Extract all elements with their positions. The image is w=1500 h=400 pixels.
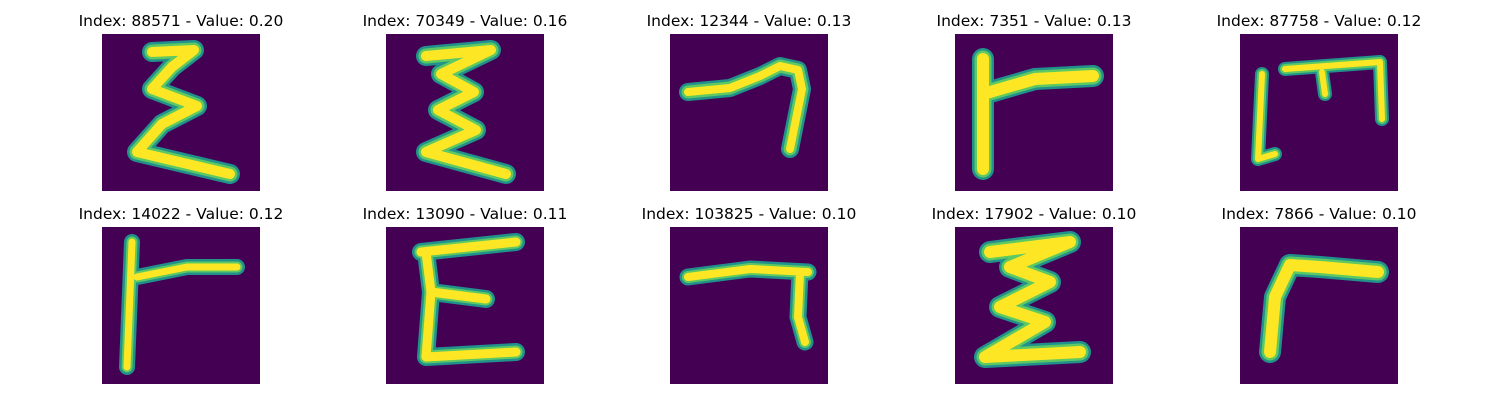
digit-image: [102, 227, 260, 384]
glyph-sigma-shape: [127, 40, 240, 184]
panel-title: Index: 87758 - Value: 0.12: [1216, 12, 1422, 30]
panel-title: Index: 12344 - Value: 0.13: [646, 12, 852, 30]
panel-title: Index: 88571 - Value: 0.20: [78, 12, 284, 30]
glyph-sigma-shape: [416, 40, 516, 184]
digit-image: [955, 34, 1113, 191]
glyph-gamma-shape: [972, 48, 1104, 180]
glyph-m-shape: [1251, 55, 1389, 166]
digit-image: [1240, 34, 1398, 191]
digit-image: [386, 34, 544, 191]
digit-image: [102, 34, 260, 191]
panel-title: Index: 103825 - Value: 0.10: [641, 205, 857, 223]
glyph-sigma-shape: [974, 231, 1091, 368]
glyph-seven-shape: [679, 260, 817, 351]
glyph-gamma-shape: [1259, 254, 1389, 363]
glyph-e-shape: [412, 233, 525, 366]
panel-title: Index: 13090 - Value: 0.11: [362, 205, 568, 223]
panel-title: Index: 70349 - Value: 0.16: [362, 12, 568, 30]
panel-title: Index: 14022 - Value: 0.12: [78, 205, 284, 223]
digit-image: [670, 227, 828, 384]
digit-image: [386, 227, 544, 384]
digit-image: [955, 227, 1113, 384]
digit-image: [670, 34, 828, 191]
panel-title: Index: 7866 - Value: 0.10: [1221, 205, 1417, 223]
panel-title: Index: 17902 - Value: 0.10: [931, 205, 1137, 223]
glyph-gamma-shape: [119, 234, 245, 375]
glyph-seven-shape: [679, 57, 811, 158]
panel-title: Index: 7351 - Value: 0.13: [936, 12, 1132, 30]
digit-image: [1240, 227, 1398, 384]
